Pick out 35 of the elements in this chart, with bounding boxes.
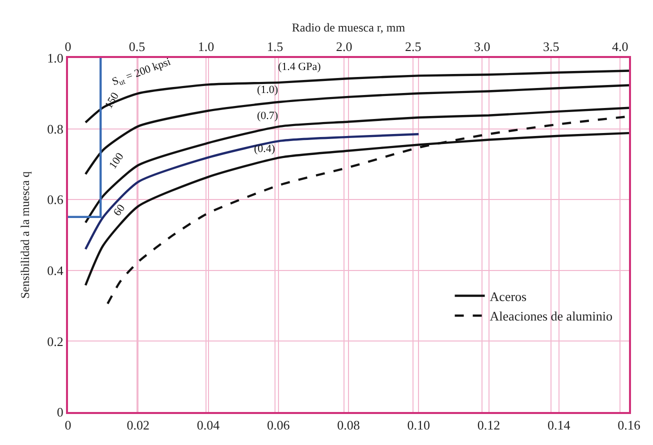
y-tick-label: 0.4 — [47, 262, 64, 278]
x2-tick-label: 2.0 — [336, 38, 352, 54]
line-series — [84, 133, 420, 250]
y-tick-label: 0.8 — [47, 121, 64, 136]
annotation: (0.4) — [254, 143, 276, 155]
x2-tick-label: 3.5 — [543, 38, 560, 54]
x2-tick-label: 1.0 — [198, 38, 214, 54]
line-series — [84, 84, 629, 176]
x-tick-label: 0.14 — [548, 418, 571, 433]
x2-tick-label: 1.5 — [266, 38, 284, 54]
x-tick-label: 0.02 — [126, 418, 150, 433]
y-tick-label: 0 — [56, 404, 64, 420]
x2-tick-label: 2.5 — [404, 38, 422, 54]
x-tick-label: 0.06 — [267, 418, 290, 433]
legend-label: Aceros — [490, 288, 527, 304]
x-tick-label: 0.04 — [196, 418, 220, 433]
x-tick-label: 0.12 — [477, 418, 500, 433]
annotation: 100 — [106, 150, 127, 172]
x2-tick-label: 4.0 — [612, 38, 628, 54]
x2-tick-label: 3.0 — [474, 38, 490, 54]
annotation: (1.0) — [257, 84, 278, 96]
annotation: 60 — [111, 202, 128, 218]
annotation: (1.4 GPa) — [278, 61, 322, 73]
x2-axis-title: Radio de muesca r, mm — [292, 20, 406, 35]
y-tick-label: 0.6 — [47, 192, 64, 208]
x-tick-label: 0.08 — [337, 418, 360, 433]
x-tick-label: 0.16 — [618, 418, 641, 433]
x-tick-label: 0.10 — [407, 418, 430, 433]
annotation: (0.7) — [257, 110, 278, 122]
y-tick-label: 1.0 — [47, 50, 64, 66]
line-series — [84, 106, 629, 224]
legend-label: Aleaciones de aluminio — [490, 308, 613, 324]
x2-tick-label: 0.5 — [128, 38, 146, 54]
y-tick-label: 0.2 — [47, 334, 64, 349]
y-axis-title: Sensibilidad a la muesca q — [18, 171, 32, 299]
